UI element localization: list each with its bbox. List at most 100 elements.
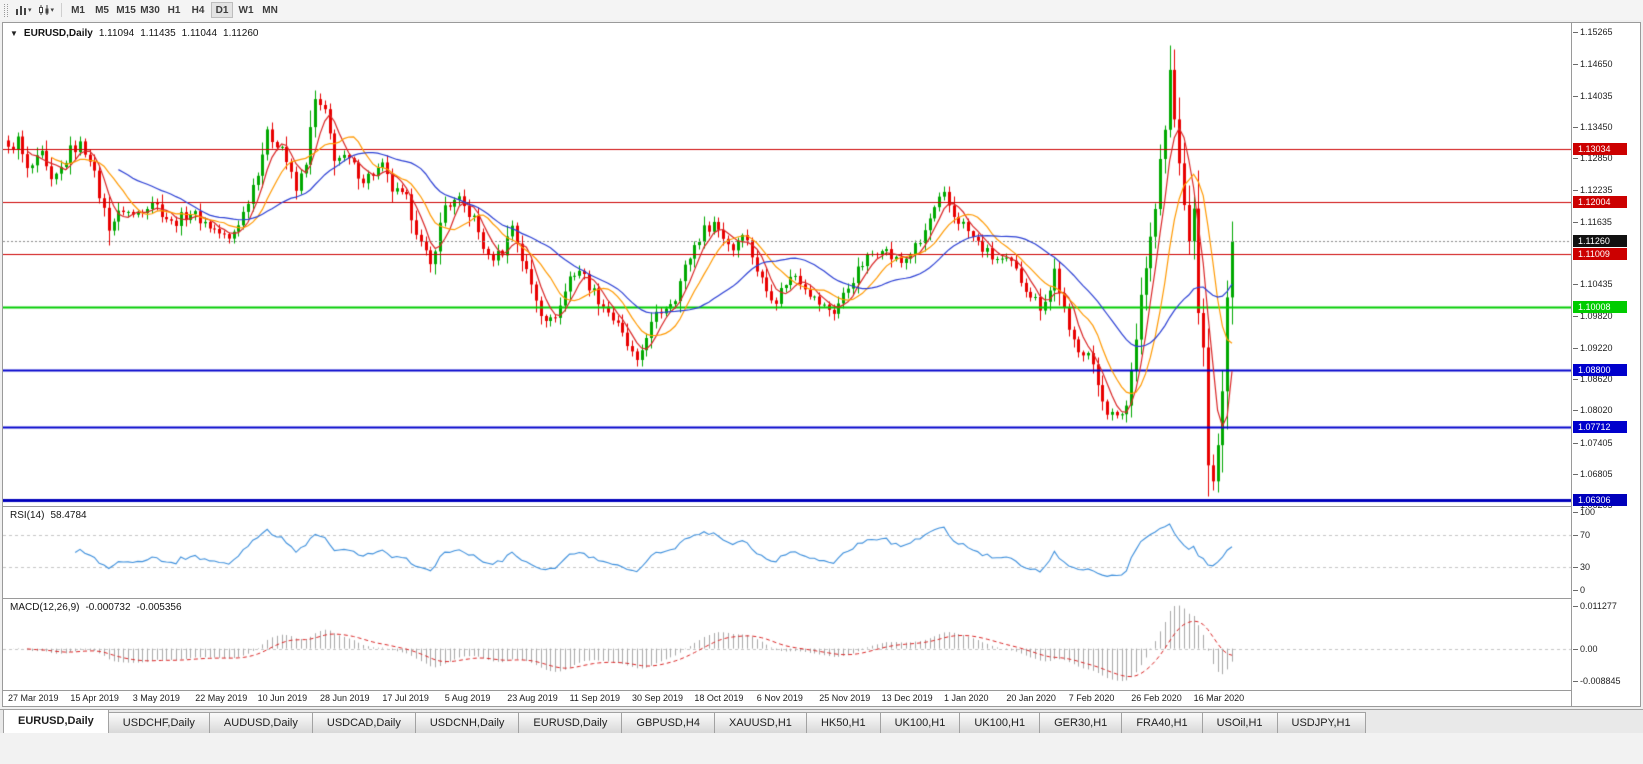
caret-down-icon: ▾ bbox=[28, 6, 32, 14]
time-axis-label: 22 May 2019 bbox=[195, 693, 248, 703]
timeframe-button-mn[interactable]: MN bbox=[259, 2, 281, 18]
chart-tab-uk100-h1[interactable]: UK100,H1 bbox=[959, 712, 1041, 733]
price-axis-tick: 1.08620 bbox=[1573, 374, 1613, 385]
chart-tab-usdcnh-daily[interactable]: USDCNH,Daily bbox=[414, 712, 520, 733]
price-level-tag: 1.12004 bbox=[1573, 196, 1627, 209]
price-axis-tick: 1.07405 bbox=[1573, 437, 1613, 448]
price-axis-tick: 1.09220 bbox=[1573, 342, 1613, 353]
timeframe-button-h1[interactable]: H1 bbox=[163, 2, 185, 18]
rsi-value: 58.4784 bbox=[50, 510, 87, 521]
chart-window: ▼ EURUSD,Daily 1.11094 1.11435 1.11044 1… bbox=[2, 22, 1641, 707]
chart-tab-hk50-h1[interactable]: HK50,H1 bbox=[805, 712, 881, 733]
time-axis-label: 18 Oct 2019 bbox=[694, 693, 744, 703]
price-level-tag: 1.11009 bbox=[1573, 248, 1627, 261]
price-axis-tick: 1.12850 bbox=[1573, 153, 1613, 164]
chart-tab-eurusd-daily[interactable]: EURUSD,Daily bbox=[3, 709, 109, 733]
price-axis-tick: 1.13450 bbox=[1573, 121, 1613, 132]
candlestick-chart-icon-button[interactable]: ▾ bbox=[35, 2, 58, 18]
price-axis-tick: 1.15265 bbox=[1573, 27, 1613, 38]
price-level-tag: 1.06306 bbox=[1573, 493, 1627, 506]
chart-tab-usdcad-daily[interactable]: USDCAD,Daily bbox=[311, 712, 416, 733]
macd-main-value: -0.000732 bbox=[85, 602, 131, 613]
caret-down-icon: ▾ bbox=[50, 6, 55, 14]
time-axis-label: 20 Jan 2020 bbox=[1006, 693, 1056, 703]
time-axis-label: 28 Jun 2019 bbox=[320, 693, 370, 703]
timeframe-button-m1[interactable]: M1 bbox=[67, 2, 89, 18]
candlestick-chart-icon bbox=[38, 4, 50, 16]
chart-tab-xauusd-h1[interactable]: XAUUSD,H1 bbox=[713, 712, 807, 733]
chart-tab-usoil-h1[interactable]: USOil,H1 bbox=[1201, 712, 1278, 733]
time-axis-label: 23 Aug 2019 bbox=[507, 693, 558, 703]
time-axis-label: 1 Jan 2020 bbox=[944, 693, 989, 703]
time-axis-label: 5 Aug 2019 bbox=[444, 693, 491, 703]
chart-tab-ger30-h1[interactable]: GER30,H1 bbox=[1039, 712, 1123, 733]
chart-symbol-label: EURUSD,Daily bbox=[23, 28, 93, 39]
price-axis-tick: 1.10435 bbox=[1573, 279, 1613, 290]
time-axis-label: 6 Nov 2019 bbox=[756, 693, 803, 703]
pane-divider bbox=[3, 690, 1640, 691]
macd-axis-tick: -0.008845 bbox=[1573, 676, 1621, 686]
timeframe-button-h4[interactable]: H4 bbox=[187, 2, 209, 18]
time-axis-label: 17 Jul 2019 bbox=[382, 693, 429, 703]
window-bottom-strip bbox=[0, 733, 1643, 764]
timeframe-toolbar: ▾ ▾ M1 M5 M15 M30 H1 H4 D1 W1 MN bbox=[0, 0, 1643, 20]
chart-tabs-bar: EURUSD,Daily USDCHF,Daily AUDUSD,Daily USDC… bbox=[0, 709, 1643, 733]
rsi-axis-tick: 0 bbox=[1572, 585, 1586, 595]
time-axis[interactable]: 27 Mar 2019 15 Apr 2019 3 May 2019 22 May 2… bbox=[3, 690, 1571, 706]
price-level-tag: 1.10008 bbox=[1573, 300, 1627, 313]
timeframe-button-w1[interactable]: W1 bbox=[235, 2, 257, 18]
toolbar-separator bbox=[61, 3, 63, 17]
timeframe-button-d1[interactable]: D1 bbox=[211, 2, 234, 18]
toolbar-grip[interactable] bbox=[4, 3, 8, 17]
price-chart-canvas[interactable] bbox=[3, 23, 1571, 690]
current-price-tag: 1.11260 bbox=[1573, 235, 1627, 248]
price-axis[interactable]: 1.15265 1.14650 1.14035 1.13450 1.12850 1.122… bbox=[1571, 23, 1640, 706]
bar-chart-icon bbox=[15, 4, 27, 16]
chart-tab-uk100-h1[interactable]: UK100,H1 bbox=[879, 712, 961, 733]
time-axis-label: 16 Mar 2020 bbox=[1193, 693, 1245, 703]
rsi-indicator-label: RSI(14) 58.4784 bbox=[10, 510, 87, 521]
ohlc-low: 1.11044 bbox=[181, 28, 218, 39]
chart-tab-audusd-daily[interactable]: AUDUSD,Daily bbox=[208, 712, 313, 733]
macd-axis-tick: 0.00 bbox=[1573, 643, 1598, 654]
price-level-tag: 1.08800 bbox=[1573, 363, 1627, 376]
timeframe-button-m5[interactable]: M5 bbox=[91, 2, 113, 18]
price-axis-tick: 1.14650 bbox=[1573, 59, 1613, 70]
price-axis-tick: 1.08020 bbox=[1573, 405, 1613, 416]
price-level-tag: 1.13034 bbox=[1573, 142, 1627, 155]
time-axis-label: 10 Jun 2019 bbox=[257, 693, 308, 703]
chart-tab-eurusd-daily[interactable]: EURUSD,Daily bbox=[518, 712, 623, 733]
pane-divider[interactable] bbox=[3, 598, 1640, 599]
time-axis-label: 30 Sep 2019 bbox=[632, 693, 684, 703]
bar-chart-icon-button[interactable]: ▾ bbox=[12, 2, 35, 18]
rsi-title: RSI(14) bbox=[10, 510, 45, 521]
timeframe-button-m30[interactable]: M30 bbox=[139, 2, 161, 18]
chart-tab-usdchf-daily[interactable]: USDCHF,Daily bbox=[107, 712, 210, 733]
macd-title: MACD(12,26,9) bbox=[10, 602, 80, 613]
macd-axis-tick: 0.011277 bbox=[1573, 601, 1617, 611]
chart-tab-usdjpy-h1[interactable]: USDJPY,H1 bbox=[1276, 712, 1366, 733]
time-axis-label: 11 Sep 2019 bbox=[569, 693, 620, 703]
timeframe-button-m15[interactable]: M15 bbox=[115, 2, 137, 18]
price-axis-tick: 1.12235 bbox=[1573, 185, 1613, 196]
ohlc-close: 1.11260 bbox=[223, 28, 259, 39]
time-axis-label: 27 Mar 2019 bbox=[8, 693, 59, 703]
time-axis-label: 13 Dec 2019 bbox=[881, 693, 933, 703]
macd-signal-value: -0.005356 bbox=[136, 602, 182, 613]
macd-indicator-label: MACD(12,26,9) -0.000732 -0.005356 bbox=[10, 602, 182, 613]
rsi-axis-tick: 70 bbox=[1572, 530, 1591, 541]
chart-tab-gbpusd-h4[interactable]: GBPUSD,H4 bbox=[621, 712, 715, 733]
time-axis-label: 3 May 2019 bbox=[132, 693, 180, 703]
timeframe-buttons: M1 M5 M15 M30 H1 H4 D1 W1 MN bbox=[66, 2, 282, 18]
price-axis-tick: 1.14035 bbox=[1573, 91, 1613, 102]
time-axis-label: 15 Apr 2019 bbox=[70, 693, 119, 703]
chart-tab-fra40-h1[interactable]: FRA40,H1 bbox=[1121, 712, 1203, 733]
price-level-tag: 1.07712 bbox=[1573, 420, 1627, 433]
collapse-chart-icon[interactable]: ▼ bbox=[10, 29, 18, 38]
chart-ohlc-header: ▼ EURUSD,Daily 1.11094 1.11435 1.11044 1… bbox=[10, 28, 258, 39]
time-axis-label: 7 Feb 2020 bbox=[1068, 693, 1115, 703]
pane-divider[interactable] bbox=[3, 506, 1640, 507]
rsi-axis-tick: 30 bbox=[1572, 561, 1591, 572]
price-axis-tick: 1.06805 bbox=[1573, 468, 1613, 479]
rsi-axis-tick: 100 bbox=[1572, 507, 1596, 517]
